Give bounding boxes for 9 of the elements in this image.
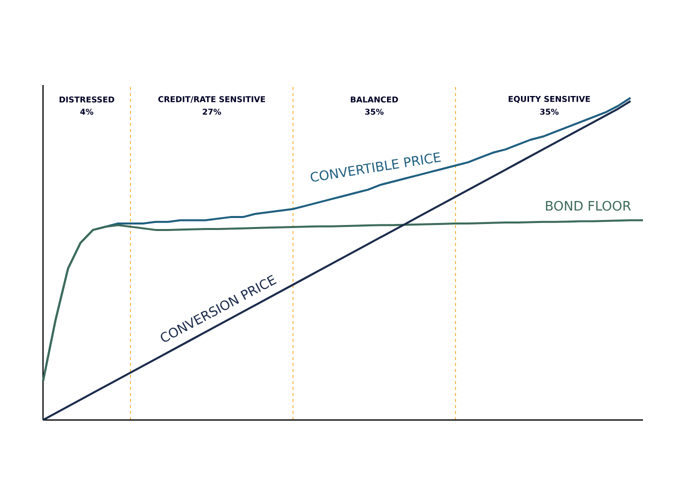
series-label: BOND FLOOR (546, 200, 631, 211)
annotation: CREDIT/RATE SENSITIVE (158, 96, 265, 103)
annotation: 4% (80, 108, 94, 115)
annotation: EQUITY SENSITIVE (508, 96, 590, 104)
annotation: BALANCED (350, 96, 398, 103)
annotation: 35% (540, 108, 559, 115)
annotation: 35% (365, 108, 384, 115)
annotation: 27% (202, 108, 222, 115)
annotation: DISTRESSED (60, 96, 114, 103)
